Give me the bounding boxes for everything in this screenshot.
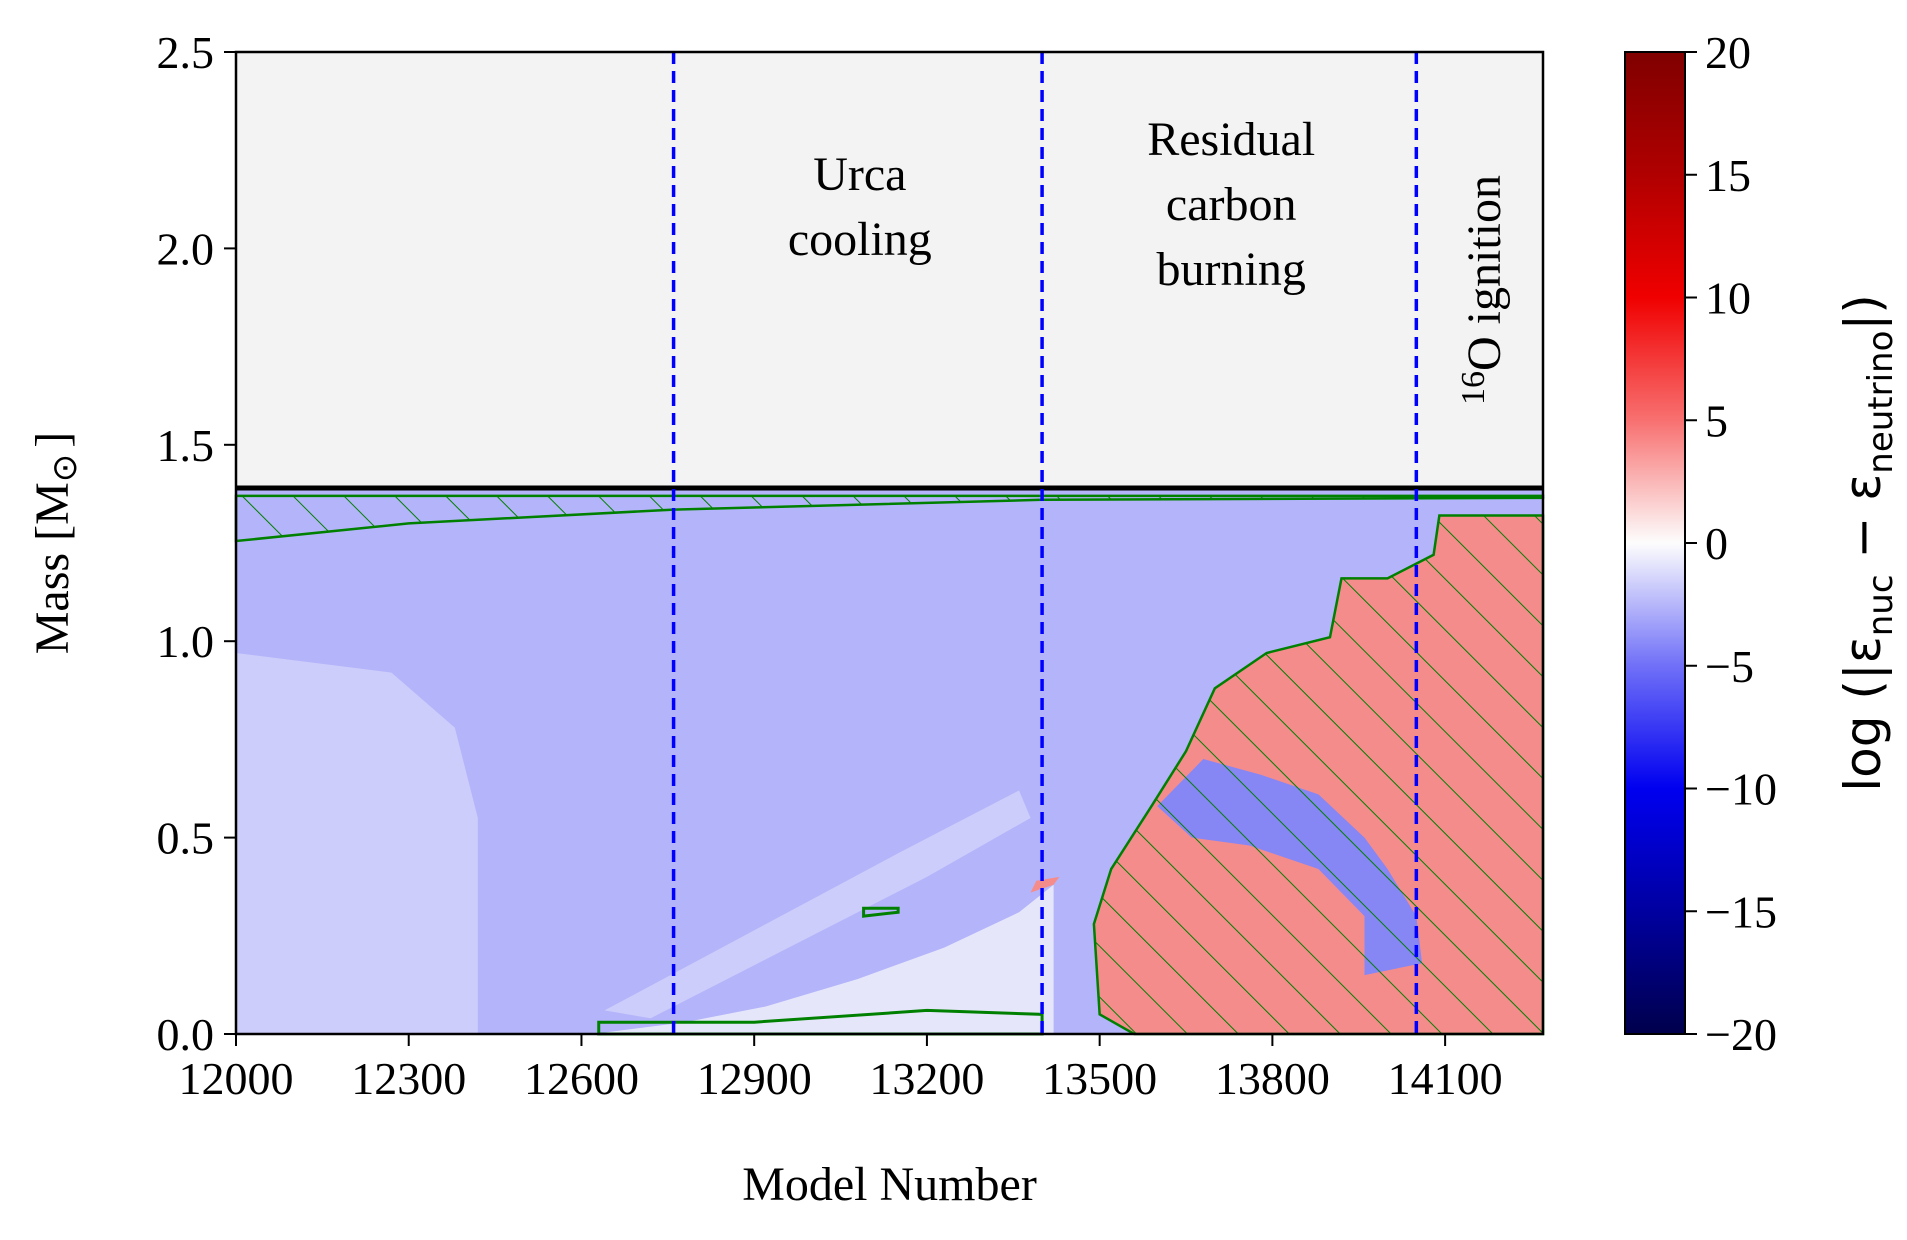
colorbar-tick-label: −15: [1705, 886, 1777, 937]
y-axis: 0.0 0.5 1.0 1.5 2.0 2.5: [157, 27, 236, 1060]
y-tick-label: 2.0: [157, 223, 215, 274]
x-tick-label: 14100: [1388, 1053, 1503, 1104]
colorbar: [1624, 51, 1686, 1035]
y-axis-label: Mass [M⊙]: [26, 432, 85, 655]
colorbar-label-prefix: log (|ε: [1834, 636, 1892, 792]
y-tick-label: 0.5: [157, 813, 215, 864]
colorbar-tick-label: −5: [1705, 641, 1754, 692]
colorbar-tick-label: 0: [1705, 518, 1728, 569]
x-tick-label: 13500: [1042, 1053, 1157, 1104]
convective-zone-urca-fleck-2: [862, 906, 900, 918]
convective-zone-core: [1092, 514, 1545, 1036]
x-axis-label: Model Number: [742, 1158, 1037, 1211]
colorbar-ticks: 20 15 10 5 0 −5 −10 −15 −20: [1685, 27, 1777, 1060]
x-tick-label: 12300: [351, 1053, 466, 1104]
x-tick-label: 13800: [1215, 1053, 1330, 1104]
heatmap-early-weak-cooling: [236, 652, 478, 1034]
plot-frame: [234, 50, 1545, 1036]
colorbar-tick-label: 20: [1705, 27, 1751, 78]
colorbar-tick-label: 10: [1705, 273, 1751, 324]
heatmap-urca-near-zero: [592, 884, 1054, 1034]
region-label-oxygen-ignition: 16O ignition: [1455, 175, 1511, 405]
colorbar-label-sub-neutrino: neutrino: [1861, 331, 1901, 474]
colorbar-tick-label: 5: [1705, 395, 1728, 446]
y-tick-label: 1.5: [157, 420, 215, 471]
x-tick-label: 13200: [869, 1053, 984, 1104]
colorbar-label-mid: − ε: [1834, 474, 1892, 575]
region-label-oxygen-main: O ignition: [1458, 175, 1511, 371]
region-label-urca-line-2: cooling: [788, 213, 932, 266]
colorbar-tick-label: −20: [1705, 1009, 1777, 1060]
colorbar-tick-label: 15: [1705, 150, 1751, 201]
y-tick-label: 0.0: [157, 1009, 215, 1060]
colorbar-label-sub-nuc: nuc: [1861, 574, 1901, 636]
colorbar-tick-label: −10: [1705, 764, 1777, 815]
y-axis-label-text: Mass [M: [26, 482, 79, 654]
x-tick-label: 12600: [524, 1053, 639, 1104]
region-label-residual-line-1: Residual: [1147, 113, 1315, 166]
region-label-urca-line-1: Urca: [813, 148, 906, 201]
region-label-residual-line-3: burning: [1157, 243, 1306, 296]
colorbar-label: log (|εnuc − εneutrino|): [1834, 294, 1901, 792]
colorbar-label-suffix: |): [1834, 294, 1892, 330]
x-tick-label: 12900: [697, 1053, 812, 1104]
region-label-oxygen-superscript: 16: [1455, 371, 1492, 405]
heatmap-diagonal-band: [604, 790, 1031, 1019]
region-label-residual-line-2: carbon: [1166, 178, 1297, 231]
y-tick-label: 1.0: [157, 616, 215, 667]
y-tick-label: 2.5: [157, 27, 215, 78]
heatmap-heating-fleck: [1030, 876, 1060, 893]
y-axis-label-sun-symbol: ⊙: [45, 454, 85, 483]
x-axis: 12000 12300 12600 12900 13200 13500 13800 14100: [179, 1034, 1503, 1104]
x-tick-label: 12000: [179, 1053, 294, 1104]
y-axis-label-close: ]: [26, 432, 79, 448]
